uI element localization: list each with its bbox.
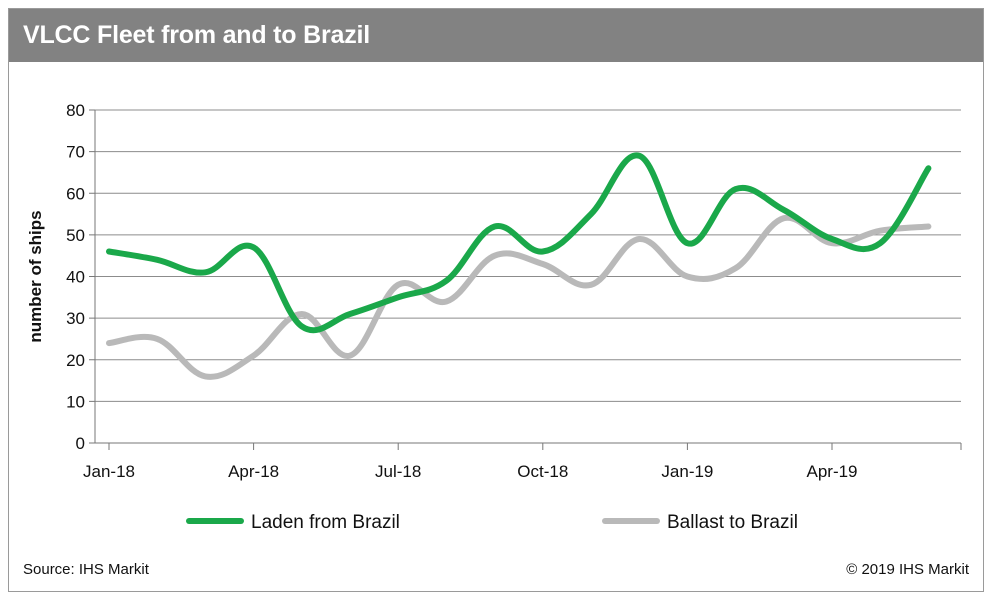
series-line-laden [106,152,932,334]
gridlines [95,109,961,402]
chart-frame: VLCC Fleet from and to Brazil 0 10 20 30 40 5… [8,8,984,592]
y-tick-label: 10 [66,392,85,411]
chart-svg: 0 10 20 30 40 50 60 70 80 number of ships Jan-18 Ap… [26,101,962,533]
y-tick-label: 50 [66,226,85,245]
source-note: Source: IHS Markit [23,561,149,578]
y-tick-label: 20 [66,351,85,370]
series-line-ballast [106,214,932,380]
y-tick-label: 60 [66,184,85,203]
y-tick-label: 80 [66,101,85,120]
x-tick-label: Jan-19 [661,462,713,481]
title-bar: VLCC Fleet from and to Brazil [9,9,983,62]
y-tick-label: 70 [66,143,85,162]
y-tick-label: 40 [66,268,85,287]
axes: 0 10 20 30 40 50 60 70 80 number of ships Jan-18 Ap… [26,101,962,481]
series-lines [106,152,932,380]
x-tick-label: Jan-18 [83,462,135,481]
legend-label-ballast: Ballast to Brazil [667,512,798,533]
copyright-note: © 2019 IHS Markit [846,561,969,578]
legend: Laden from Brazil Ballast to Brazil [186,512,798,533]
x-tick-label: Oct-18 [517,462,568,481]
legend-label-laden: Laden from Brazil [251,512,400,533]
x-tick-label: Apr-18 [228,462,279,481]
chart-title: VLCC Fleet from and to Brazil [23,21,371,49]
x-tick-label: Apr-19 [806,462,857,481]
x-tick-label: Jul-18 [375,462,421,481]
y-tick-label: 30 [66,309,85,328]
y-tick-label: 0 [76,434,85,453]
y-axis-title: number of ships [26,210,45,342]
